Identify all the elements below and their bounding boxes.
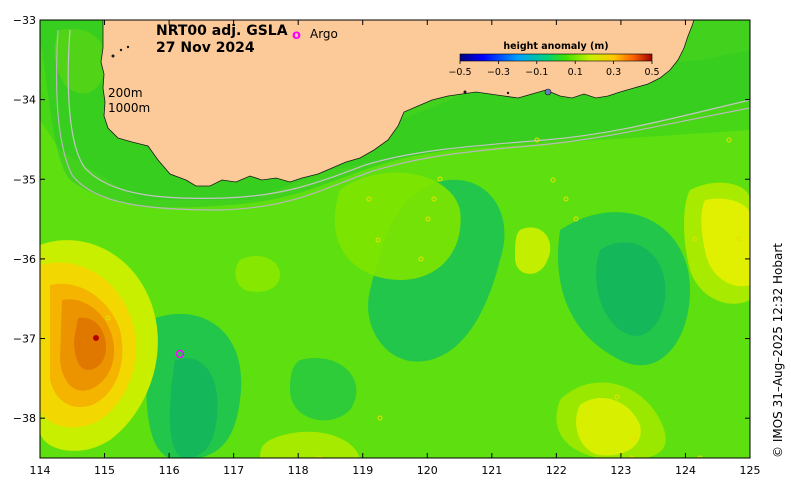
x-tick-label: 122 <box>546 464 567 477</box>
map-title-product: NRT00 adj. GSLA <box>156 23 288 39</box>
colorbar-ticks: −0.5 −0.3 −0.1 0.1 0.3 0.5 <box>448 61 660 78</box>
island <box>544 88 552 96</box>
colorbar: height anomaly (m) −0.5 −0.3 −0.1 0.1 0.3 0.5 <box>448 41 659 78</box>
isobath-200m-line <box>67 29 750 199</box>
observation-dot <box>437 176 443 182</box>
y-axis: −33 −34 −35 −36 −37 −38 <box>13 14 750 425</box>
observation-dot <box>550 177 556 183</box>
negative-anomaly-east-core <box>596 242 666 336</box>
land-australia <box>100 20 695 187</box>
x-tick-label: 115 <box>94 464 115 477</box>
negative-anomaly-small <box>290 358 357 421</box>
warm-eddy-center <box>93 335 99 341</box>
y-tick-label: −36 <box>13 253 36 266</box>
island <box>111 54 115 58</box>
island <box>506 91 510 95</box>
y-tick-label: −38 <box>13 412 36 425</box>
sea-level-anomaly-field <box>40 20 750 458</box>
observation-dot <box>534 137 540 143</box>
argo-float-marker[interactable] <box>175 349 185 359</box>
observation-dot <box>418 256 424 262</box>
observation-dot <box>105 315 111 321</box>
observation-dot <box>629 455 635 458</box>
y-tick-label: −37 <box>13 333 36 346</box>
colorbar-tick-label: 0.5 <box>644 67 659 78</box>
observation-dot <box>425 216 431 222</box>
argo-legend-label: Argo <box>310 27 338 41</box>
observation-dots <box>43 137 742 458</box>
y-tick-label: −35 <box>13 173 36 186</box>
observation-dot <box>726 137 732 143</box>
observation-dot <box>316 455 322 458</box>
negative-anomaly-southwest-core <box>169 358 218 458</box>
x-tick-label: 116 <box>159 464 180 477</box>
argo-legend-symbol: o <box>292 28 301 43</box>
imos-credit: © IMOS 31–Aug–2025 12:32 Hobart <box>771 243 785 458</box>
x-axis: 114 115 116 117 118 119 120 121 122 123 124 125 <box>30 20 761 477</box>
island <box>119 48 123 52</box>
positive-anomaly-yellow-blob <box>515 227 551 274</box>
positive-anomaly-blob <box>235 255 280 292</box>
observation-dot <box>697 455 703 458</box>
observation-dot <box>563 196 569 202</box>
observation-dot <box>573 216 579 222</box>
x-tick-label: 114 <box>30 464 51 477</box>
observation-dot <box>631 435 637 441</box>
observation-dot <box>614 394 620 400</box>
y-tick-label: −34 <box>13 94 36 107</box>
colorbar-tick-label: −0.1 <box>525 67 548 78</box>
x-tick-label: 121 <box>481 464 502 477</box>
positive-anomaly-south-core <box>576 397 641 456</box>
island <box>126 45 130 49</box>
x-tick-label: 118 <box>288 464 309 477</box>
x-tick-label: 119 <box>352 464 373 477</box>
map-frame <box>39 19 751 459</box>
observation-dot <box>366 196 372 202</box>
colorbar-tick-label: −0.5 <box>448 67 471 78</box>
observation-dot <box>431 196 437 202</box>
isobath-1000m-line <box>55 29 750 211</box>
colorbar-gradient <box>459 53 653 62</box>
x-tick-label: 124 <box>675 464 696 477</box>
observation-dot <box>375 237 381 243</box>
colorbar-tick-label: 0.3 <box>606 67 621 78</box>
warm-eddy-core <box>74 317 107 370</box>
positive-anomaly-central <box>334 172 461 280</box>
colorbar-tick-label: −0.3 <box>487 67 510 78</box>
isobath-200m-label: 200m <box>108 86 143 100</box>
observation-dot <box>377 415 383 421</box>
x-tick-label: 123 <box>610 464 631 477</box>
x-tick-label: 120 <box>417 464 438 477</box>
observation-dot <box>115 295 121 301</box>
positive-anomaly-east-edge-core <box>701 198 750 287</box>
y-tick-label: −33 <box>13 14 36 27</box>
x-tick-label: 125 <box>740 464 761 477</box>
island <box>463 90 467 94</box>
observation-dot <box>692 236 698 242</box>
observation-dot <box>736 236 742 242</box>
isobath-1000m-label: 1000m <box>108 101 150 115</box>
x-tick-label: 117 <box>223 464 244 477</box>
map-title-date: 27 Nov 2024 <box>156 40 255 56</box>
positive-anomaly-bottom <box>260 431 360 458</box>
colorbar-title: height anomaly (m) <box>503 41 608 52</box>
colorbar-tick-label: 0.1 <box>568 67 583 78</box>
argo-floats <box>175 349 185 359</box>
